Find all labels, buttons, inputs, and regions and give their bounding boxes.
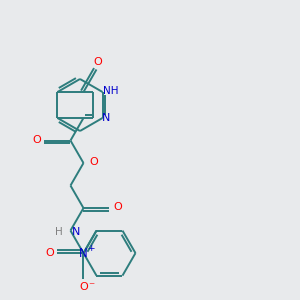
Text: O: O [113,202,122,212]
Text: NH: NH [103,86,118,96]
Text: N: N [102,113,110,123]
Text: H: H [55,226,62,237]
Text: O: O [79,282,88,292]
Text: O: O [32,134,41,145]
Text: N: N [79,247,88,260]
Text: +: + [87,244,94,253]
Text: O: O [93,58,102,68]
Text: O: O [45,248,54,258]
Text: ⁻: ⁻ [88,280,94,294]
Text: O: O [89,157,98,167]
Text: N: N [71,226,80,237]
